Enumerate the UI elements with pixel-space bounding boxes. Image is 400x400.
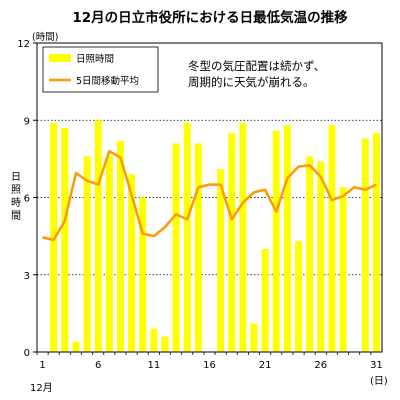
bar bbox=[105, 156, 113, 352]
bar bbox=[306, 156, 314, 352]
moving-average-series bbox=[42, 149, 377, 242]
bar bbox=[361, 138, 369, 352]
x-tick-label: 1 bbox=[39, 360, 45, 371]
x-tick-label: 11 bbox=[147, 360, 160, 371]
x-axis-label: 12月 bbox=[30, 382, 53, 394]
bar bbox=[295, 241, 302, 352]
bar bbox=[194, 143, 202, 352]
bars bbox=[50, 120, 380, 353]
bar bbox=[328, 125, 336, 353]
bar bbox=[50, 122, 58, 352]
bar bbox=[172, 143, 180, 352]
x-tick-label: 6 bbox=[95, 360, 101, 371]
bar bbox=[217, 169, 225, 352]
bar bbox=[372, 133, 380, 352]
y-tick-label: 9 bbox=[24, 116, 30, 127]
bar bbox=[139, 197, 147, 352]
y-tick-label: 0 bbox=[24, 348, 30, 359]
x-ticks: 1 6 11 16 21 26 31 bbox=[36, 352, 383, 371]
x-tick-label: 16 bbox=[203, 360, 216, 371]
bar bbox=[117, 140, 124, 352]
bar bbox=[250, 323, 258, 352]
y-tick-label: 12 bbox=[17, 39, 30, 50]
y-tick-label: 3 bbox=[24, 271, 30, 282]
bar bbox=[161, 336, 169, 352]
bar bbox=[128, 174, 136, 352]
moving-average-line bbox=[42, 149, 377, 242]
y-tick-label: 6 bbox=[24, 194, 30, 205]
bar bbox=[228, 133, 236, 352]
grid bbox=[37, 119, 382, 276]
bar bbox=[94, 120, 102, 352]
legend: 日照時間 5日間移動平均 bbox=[42, 46, 159, 93]
bar bbox=[150, 328, 158, 352]
bar bbox=[317, 161, 325, 352]
bar bbox=[183, 122, 191, 352]
annotation-line-1: 冬型の気圧配置は続かず、 bbox=[188, 59, 325, 73]
bar bbox=[239, 122, 247, 352]
legend-bar-swatch bbox=[49, 54, 71, 62]
bar bbox=[339, 187, 347, 352]
y-ticks: 0 3 6 9 12 bbox=[17, 39, 37, 359]
bar bbox=[72, 341, 80, 352]
annotation-line-2: 周期的に天気が崩れる。 bbox=[188, 75, 315, 89]
bar bbox=[61, 127, 69, 352]
x-tick-label: 31 bbox=[370, 360, 383, 371]
bar bbox=[261, 249, 269, 352]
x-unit-label: (日) bbox=[370, 376, 388, 387]
legend-bar-label: 日照時間 bbox=[76, 54, 114, 65]
bar bbox=[283, 125, 291, 353]
chart-title: 12月の日立市役所における日最低気温の推移 bbox=[72, 9, 348, 26]
y-unit-label: (時間) bbox=[32, 32, 58, 43]
bar bbox=[272, 130, 280, 352]
bar bbox=[83, 156, 91, 352]
y-axis-label: 日照時間 bbox=[11, 172, 21, 222]
x-tick-label: 26 bbox=[314, 360, 327, 371]
x-tick-label: 21 bbox=[259, 360, 272, 371]
legend-line-label: 5日間移動平均 bbox=[76, 75, 139, 87]
